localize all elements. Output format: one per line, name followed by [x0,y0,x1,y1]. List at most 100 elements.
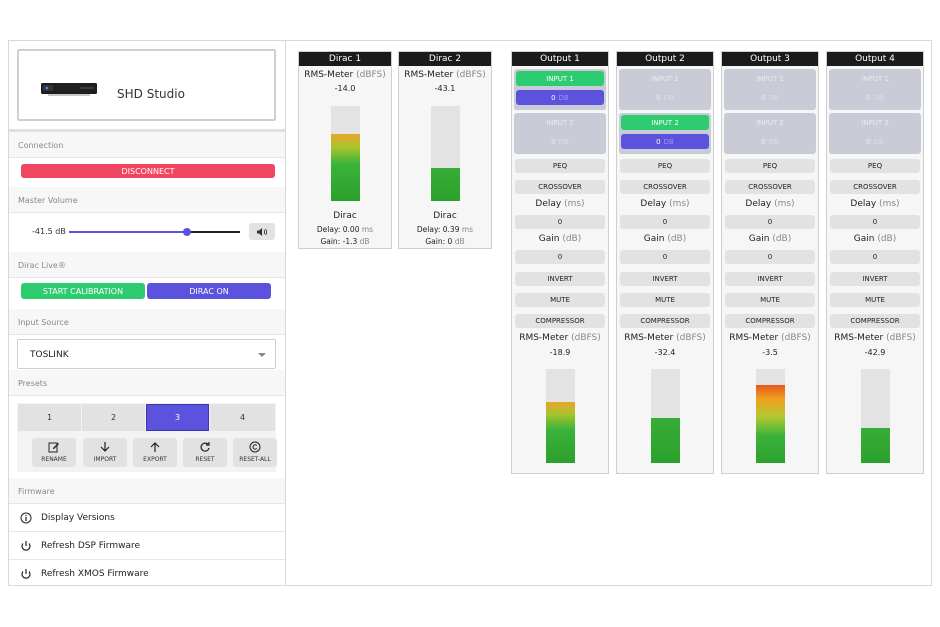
dirac-channel-title: Dirac 2 [399,52,491,66]
rms-meter-value: -32.4 [654,348,676,357]
rms-meter-title: RMS-Meter (dBFS) [624,333,706,343]
rms-meter-value: -3.5 [762,348,778,357]
route-input-toggle[interactable]: INPUT 1 [621,71,709,86]
route-gain-field[interactable]: 0 DB [726,134,814,149]
route-input-toggle[interactable]: INPUT 1 [726,71,814,86]
export-label: EXPORT [143,456,167,463]
rms-meter-bar [546,369,575,463]
peq-button[interactable]: PEQ [620,159,710,173]
invert-button[interactable]: INVERT [620,272,710,286]
refresh-dsp-firmware-item[interactable]: Refresh DSP Firmware [9,532,285,560]
dirac-label: Dirac [333,211,357,221]
route-input-toggle[interactable]: INPUT 1 [831,71,919,86]
dirac-label: Dirac [433,211,457,221]
rms-meter-fill [861,428,890,463]
preset-3-button[interactable]: 3 [146,404,209,431]
preset-4-button[interactable]: 4 [210,404,275,431]
rms-meter-value: -43.1 [434,84,456,93]
crossover-button[interactable]: CROSSOVER [830,180,920,194]
output-channel-4: Output 4 INPUT 1 0 DB INPUT 2 0 DB PEQ CRO… [826,51,924,474]
delay-input[interactable]: 0 [620,215,710,229]
disconnect-button[interactable]: DISCONNECT [21,164,275,178]
compressor-button[interactable]: COMPRESSOR [725,314,815,328]
gain-input[interactable]: 0 [830,250,920,264]
start-calibration-button[interactable]: START CALIBRATION [21,283,145,299]
peq-button[interactable]: PEQ [515,159,605,173]
route-input-toggle[interactable]: INPUT 2 [831,115,919,130]
compressor-button[interactable]: COMPRESSOR [515,314,605,328]
delay-input[interactable]: 0 [830,215,920,229]
gain-label: Gain (dB) [538,234,582,244]
route-gain-field[interactable]: 0 DB [726,90,814,105]
route-input-1: INPUT 1 0 DB [724,69,816,110]
peq-button[interactable]: PEQ [830,159,920,173]
device-image-icon [41,83,97,96]
output-channel-1: Output 1 INPUT 1 0 DB INPUT 2 0 DB PEQ CRO… [511,51,609,474]
compressor-button[interactable]: COMPRESSOR [620,314,710,328]
route-gain-field[interactable]: 0 DB [621,134,709,149]
route-input-toggle[interactable]: INPUT 2 [621,115,709,130]
mute-button[interactable]: MUTE [830,293,920,307]
reset-all-button[interactable]: RESET-ALL [233,438,277,467]
route-gain-field[interactable]: 0 DB [621,90,709,105]
route-input-toggle[interactable]: INPUT 2 [726,115,814,130]
route-gain-field[interactable]: 0 DB [831,134,919,149]
route-gain-field[interactable]: 0 DB [831,90,919,105]
delay-input[interactable]: 0 [515,215,605,229]
output-channel-2: Output 2 INPUT 1 0 DB INPUT 2 0 DB PEQ CRO… [616,51,714,474]
reset-button[interactable]: RESET [183,438,227,467]
master-volume-value: -41.5 dB [32,227,66,236]
mute-speaker-button[interactable] [249,223,275,240]
dirac-channel-2: Dirac 2 RMS-Meter (dBFS) -43.1 Dirac Del… [398,51,492,249]
reset-all-label: RESET-ALL [239,456,271,463]
mute-button[interactable]: MUTE [515,293,605,307]
rms-meter-title: RMS-Meter (dBFS) [304,70,386,80]
delay-label: Delay (ms) [850,199,900,209]
invert-button[interactable]: INVERT [515,272,605,286]
preset-2-button[interactable]: 2 [82,404,145,431]
route-input-toggle[interactable]: INPUT 1 [516,71,604,86]
output-channel-3: Output 3 INPUT 1 0 DB INPUT 2 0 DB PEQ CRO… [721,51,819,474]
route-gain-field[interactable]: 0 DB [516,134,604,149]
import-button[interactable]: IMPORT [83,438,127,467]
dirac-on-button[interactable]: DIRAC ON [147,283,271,299]
route-input-toggle[interactable]: INPUT 2 [516,115,604,130]
mute-button[interactable]: MUTE [725,293,815,307]
route-input-2: INPUT 2 0 DB [619,113,711,154]
refresh-xmos-firmware-label: Refresh XMOS Firmware [41,569,149,579]
rename-label: RENAME [41,456,67,463]
section-header-connection: Connection [9,132,285,158]
rms-meter-bar [861,369,890,463]
peq-button[interactable]: PEQ [725,159,815,173]
gain-input[interactable]: 0 [515,250,605,264]
rms-meter-title: RMS-Meter (dBFS) [834,333,916,343]
output-channel-title: Output 1 [512,52,608,66]
gain-input[interactable]: 0 [725,250,815,264]
invert-button[interactable]: INVERT [830,272,920,286]
export-button[interactable]: EXPORT [133,438,177,467]
delay-input[interactable]: 0 [725,215,815,229]
master-volume-thumb[interactable] [182,228,191,236]
refresh-icon [200,442,210,452]
import-label: IMPORT [93,456,117,463]
display-versions-item[interactable]: Display Versions [9,504,285,532]
device-card[interactable]: SHD Studio [17,49,276,121]
presets-panel: 1 2 3 4 RENAME IMPORT EXPORT RESET [17,403,277,472]
route-gain-field[interactable]: 0 DB [516,90,604,105]
master-volume-slider[interactable] [69,228,240,236]
input-source-select[interactable]: TOSLINK [17,339,276,369]
crossover-button[interactable]: CROSSOVER [620,180,710,194]
app-frame: SHD Studio Connection DISCONNECT Master … [8,40,932,586]
gain-input[interactable]: 0 [620,250,710,264]
output-channel-title: Output 4 [827,52,923,66]
preset-1-button[interactable]: 1 [18,404,81,431]
invert-button[interactable]: INVERT [725,272,815,286]
crossover-button[interactable]: CROSSOVER [515,180,605,194]
compressor-button[interactable]: COMPRESSOR [830,314,920,328]
power-icon [21,569,31,579]
edit-icon [48,442,59,453]
rename-button[interactable]: RENAME [32,438,76,467]
refresh-xmos-firmware-item[interactable]: Refresh XMOS Firmware [9,560,285,588]
mute-button[interactable]: MUTE [620,293,710,307]
crossover-button[interactable]: CROSSOVER [725,180,815,194]
